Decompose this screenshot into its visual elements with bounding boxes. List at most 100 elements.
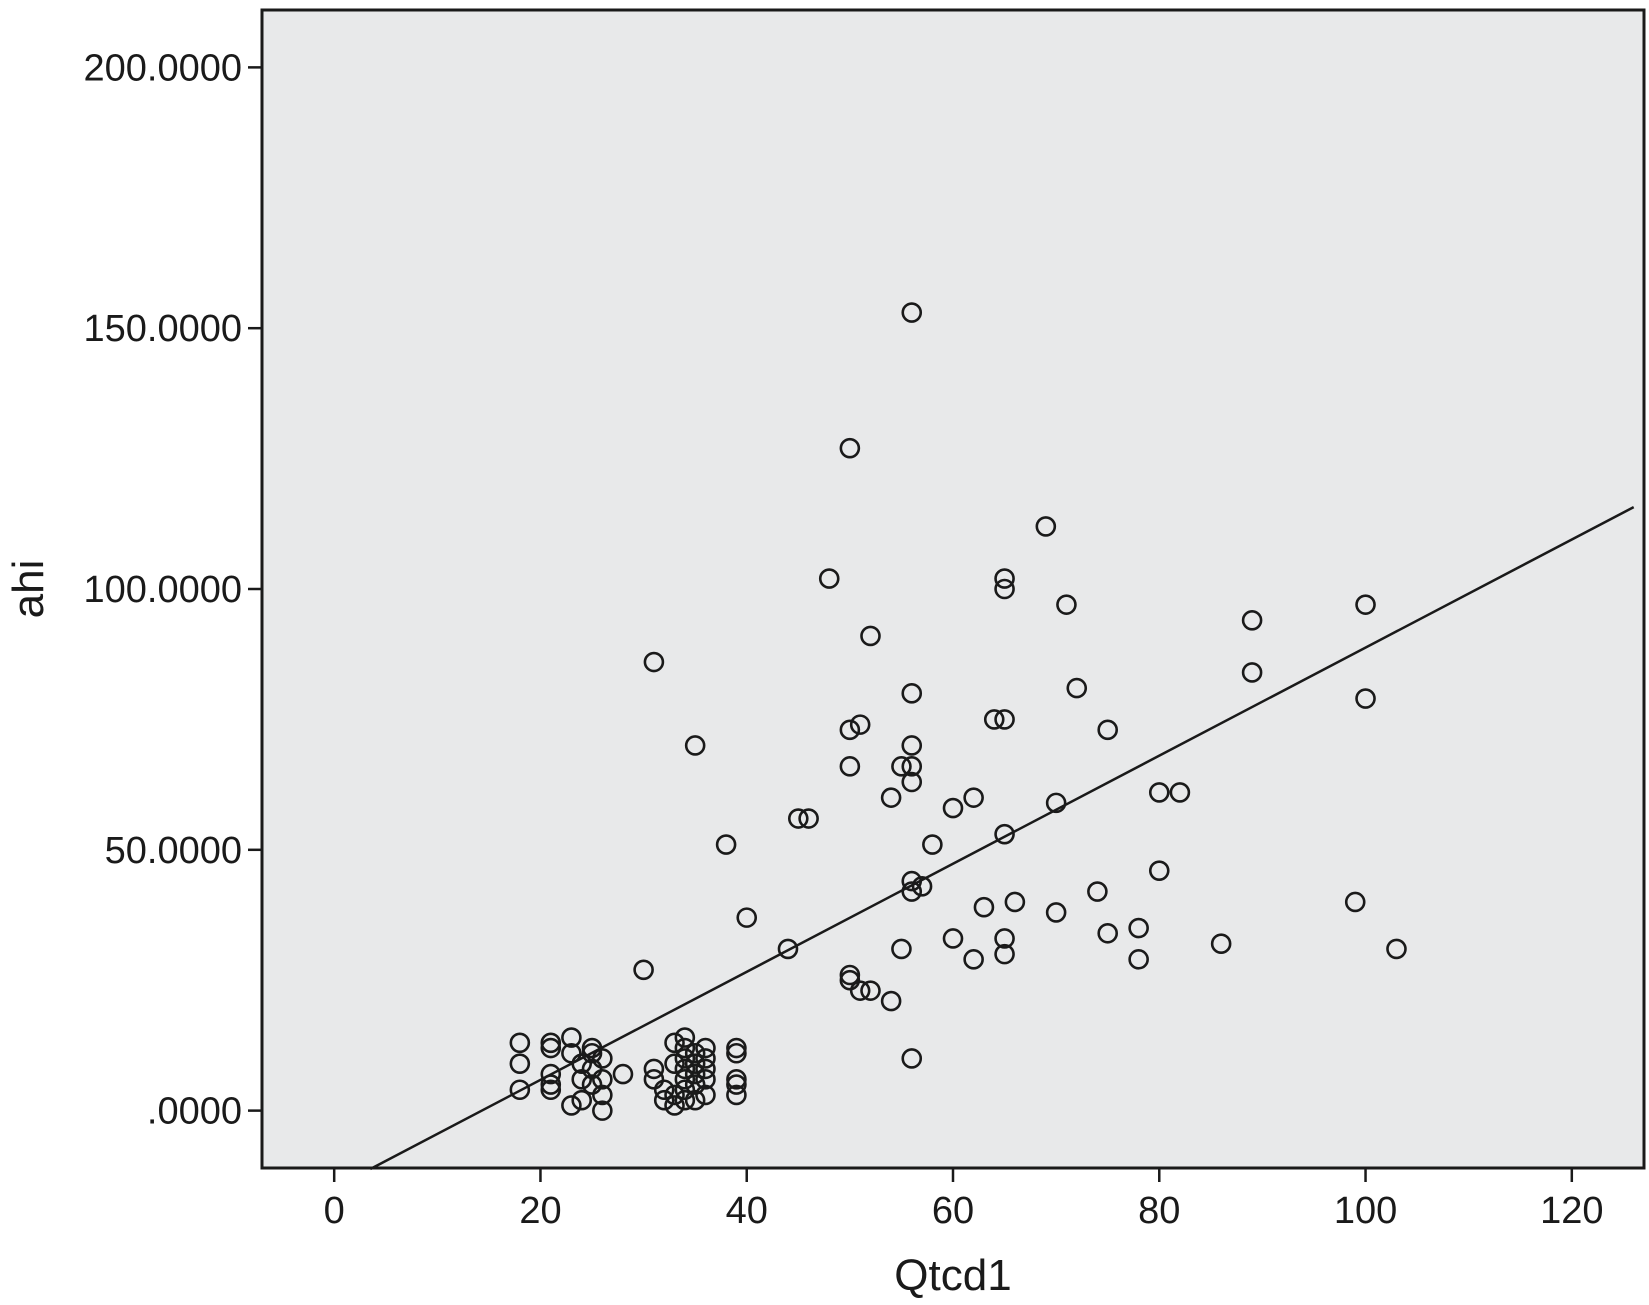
data-point [612, 1063, 634, 1085]
data-point [726, 1074, 747, 1095]
data-point [1128, 949, 1149, 970]
data-point [1045, 792, 1067, 814]
data-point [901, 870, 923, 892]
data-point [880, 787, 902, 808]
data-point [1210, 933, 1232, 955]
data-point [901, 302, 923, 323]
data-point [561, 1027, 582, 1048]
data-point [994, 823, 1015, 845]
data-point [581, 1042, 603, 1064]
data-point [839, 437, 861, 459]
data-point [695, 1048, 716, 1069]
data-point [674, 1058, 696, 1080]
data-point [684, 1063, 706, 1085]
data-point [963, 787, 984, 808]
data-point [777, 938, 799, 960]
data-point [695, 1058, 716, 1080]
data-point [860, 625, 881, 647]
x-tick-label: 120 [1540, 1190, 1603, 1232]
data-point [1097, 922, 1119, 944]
data-point [653, 1079, 675, 1101]
data-point [674, 1037, 696, 1059]
data-point [983, 709, 1005, 730]
data-point [839, 969, 861, 991]
x-axis-title: Qtcd1 [894, 1251, 1011, 1300]
data-point [798, 808, 819, 829]
points-layer [509, 302, 1407, 1121]
data-point [922, 834, 943, 855]
data-point [540, 1074, 562, 1095]
y-tick-label: 150.0000 [84, 308, 243, 350]
x-tick-label: 60 [932, 1190, 974, 1232]
y-tick-label: 200.0000 [84, 47, 243, 89]
data-point [581, 1058, 603, 1080]
data-point [633, 959, 654, 981]
data-point [787, 808, 809, 829]
data-point [581, 1074, 603, 1095]
data-point [571, 1053, 593, 1074]
data-point [1241, 662, 1263, 683]
y-tick-label: .0000 [147, 1091, 242, 1133]
data-point [726, 1037, 747, 1059]
data-point [715, 834, 737, 855]
data-point [860, 980, 881, 1001]
data-point [695, 1037, 716, 1059]
data-point [736, 907, 758, 928]
fit-line [369, 505, 1635, 1171]
x-tick-label: 40 [726, 1190, 768, 1232]
data-point [901, 756, 923, 777]
data-point [994, 578, 1015, 600]
data-point [1148, 860, 1170, 881]
fit-line-layer [369, 505, 1635, 1171]
data-point [664, 1095, 685, 1116]
data-point [592, 1100, 613, 1121]
data-point [1087, 881, 1108, 902]
data-point [1344, 891, 1366, 913]
x-tick-label: 20 [519, 1190, 561, 1232]
data-point [901, 771, 923, 793]
data-point [509, 1053, 531, 1074]
data-point [664, 1084, 685, 1106]
data-point [726, 1084, 747, 1106]
data-point [664, 1053, 685, 1074]
data-point [901, 881, 923, 902]
data-point [561, 1095, 582, 1116]
x-axis: 0 20 40 60 80 100 120 [324, 1168, 1604, 1232]
data-point [1066, 677, 1088, 699]
data-point [994, 943, 1015, 965]
data-point [963, 949, 984, 970]
data-point [695, 1084, 716, 1106]
data-point [1241, 609, 1263, 631]
plot-background [262, 10, 1644, 1168]
y-axis: .0000 50.0000 100.0000 150.0000 200.0000 [84, 47, 262, 1133]
data-point [571, 1069, 593, 1090]
data-point [674, 1048, 696, 1069]
data-point [911, 876, 933, 897]
data-point [1035, 516, 1057, 537]
data-point [901, 683, 923, 704]
data-point [1045, 902, 1067, 923]
data-point [839, 756, 861, 777]
data-point [994, 568, 1015, 589]
data-point [674, 1089, 696, 1111]
data-point [684, 1042, 706, 1064]
y-tick-label: 100.0000 [84, 569, 243, 611]
data-point [1355, 594, 1376, 615]
data-point [1004, 891, 1026, 913]
data-point [643, 1058, 665, 1080]
data-point [674, 1079, 696, 1101]
data-point [726, 1069, 747, 1090]
data-point [540, 1032, 562, 1054]
data-point [695, 1069, 716, 1090]
data-point [818, 568, 840, 589]
data-point [1148, 782, 1170, 803]
data-point [1128, 917, 1149, 939]
data-point [1386, 938, 1407, 960]
data-point [901, 1048, 923, 1069]
data-point [592, 1048, 613, 1069]
data-point [726, 1042, 747, 1064]
data-point [643, 651, 665, 673]
data-point [643, 1069, 665, 1090]
x-tick-label: 100 [1334, 1190, 1397, 1232]
